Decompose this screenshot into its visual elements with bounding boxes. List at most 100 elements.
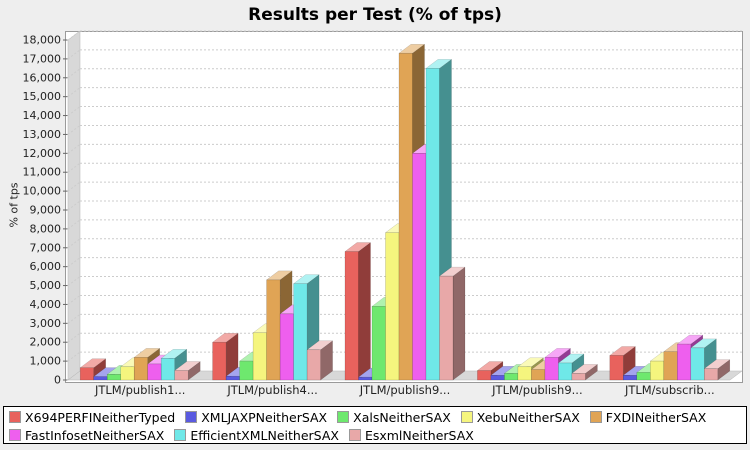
legend-label: X694PERFINeitherTyped	[25, 409, 176, 425]
y-tick-label: 1,000	[30, 355, 62, 368]
legend-label: FastInfosetNeitherSAX	[25, 427, 165, 443]
bar	[385, 232, 400, 381]
y-tick-label: 5,000	[30, 279, 62, 292]
bar	[306, 349, 321, 381]
gridline-wall	[67, 49, 81, 60]
bar	[677, 343, 692, 381]
y-tick-label: 14,000	[23, 109, 62, 122]
bar	[225, 375, 240, 381]
bar	[558, 362, 573, 381]
bar	[160, 358, 175, 381]
gridline-wall	[67, 313, 81, 324]
y-tick-label: 17,000	[23, 52, 62, 65]
legend-label: XebuNeitherSAX	[476, 409, 580, 425]
gridline-wall	[67, 200, 81, 211]
bar	[398, 52, 413, 381]
legend-item-X694PERFINeitherTyped: X694PERFINeitherTyped	[9, 410, 175, 425]
y-tick-label: 13,000	[23, 128, 62, 141]
legend: X694PERFINeitherTyped XMLJAXPNeitherSAX Xa…	[3, 406, 747, 444]
bar	[623, 375, 638, 381]
bar	[663, 351, 678, 381]
legend-label: FXDINeitherSAX	[605, 409, 707, 425]
gridline-wall	[67, 351, 81, 362]
bar	[412, 153, 427, 381]
bar	[571, 373, 586, 381]
bar	[504, 373, 519, 381]
bar	[279, 313, 294, 381]
x-category-label: JTLM/publish9...	[491, 383, 582, 397]
y-tick-label: 6,000	[30, 260, 62, 273]
x-category-label: JTLM/subscrib...	[624, 383, 715, 397]
legend-item-XalsNeitherSAX: XalsNeitherSAX	[337, 410, 451, 425]
gridline-wall	[67, 238, 81, 249]
y-tick-label: 9,000	[30, 204, 62, 217]
gridline-wall	[67, 143, 81, 154]
legend-item-EsxmlNeitherSAX: EsxmlNeitherSAX	[348, 427, 474, 443]
bar	[704, 368, 719, 381]
gridline-wall	[67, 181, 81, 192]
bar	[93, 376, 108, 381]
legend-label: XMLJAXPNeitherSAX	[201, 409, 328, 425]
gridline-wall	[67, 106, 81, 116]
x-category-label: JTLM/publish1...	[94, 383, 185, 397]
y-tick-label: 16,000	[23, 71, 62, 84]
legend-swatch	[185, 411, 198, 423]
legend-swatch	[337, 411, 350, 423]
chart-title: Results per Test (% of tps)	[248, 5, 502, 25]
bar	[531, 369, 546, 381]
gridline-wall	[67, 162, 81, 173]
bar	[212, 341, 227, 381]
y-tick-label: 15,000	[23, 90, 62, 103]
gridline-wall	[67, 295, 81, 305]
bar	[293, 283, 308, 381]
bar	[439, 275, 454, 381]
bar	[371, 306, 386, 381]
bar	[358, 376, 373, 381]
bar	[133, 357, 148, 381]
gridline-wall	[67, 332, 81, 343]
bar	[252, 332, 267, 381]
bar	[690, 347, 705, 381]
y-tick-label: 0	[54, 374, 61, 387]
legend-label: XalsNeitherSAX	[353, 409, 451, 425]
legend-swatch	[589, 411, 602, 423]
gridline-wall	[67, 125, 81, 135]
bar	[239, 360, 254, 381]
bar	[477, 370, 492, 381]
bar	[147, 363, 162, 381]
gridline-wall	[67, 87, 81, 98]
y-tick-label: 4,000	[30, 298, 62, 311]
bar-side	[358, 242, 371, 381]
bar	[490, 375, 505, 381]
legend-label: EsxmlNeitherSAX	[364, 427, 474, 443]
legend-item-XMLJAXPNeitherSAX: XMLJAXPNeitherSAX	[185, 410, 327, 425]
y-tick-label: 10,000	[23, 185, 62, 198]
bar-side	[452, 266, 466, 381]
legend-swatch	[174, 429, 187, 441]
bar	[79, 367, 94, 381]
legend-swatch	[348, 429, 361, 441]
legend-item-XebuNeitherSAX: XebuNeitherSAX	[460, 409, 580, 425]
plot-area: 0 1,000 2,000 3,000 4,000 5,000 6,000 7,000 8,00…	[23, 30, 743, 397]
bar	[344, 251, 359, 381]
legend-swatch	[9, 411, 21, 423]
y-tick-label: 7,000	[30, 241, 62, 254]
y-tick-label: 2,000	[30, 336, 62, 349]
gridline-wall	[67, 68, 81, 79]
legend-row-1: X694PERFINeitherTyped XMLJAXPNeitherSAX Xa…	[6, 408, 744, 426]
gridline-wall	[67, 219, 81, 230]
y-tick-label: 8,000	[30, 222, 62, 235]
bar	[609, 355, 624, 381]
left-wall	[67, 30, 81, 381]
legend-swatch	[460, 411, 473, 423]
x-category-label: JTLM/publish4...	[226, 383, 317, 397]
bar	[636, 372, 651, 381]
y-tick-label: 11,000	[23, 166, 62, 179]
legend-label: EfficientXMLNeitherSAX	[190, 427, 339, 443]
bar	[120, 366, 135, 381]
x-category-label: JTLM/publish9...	[359, 383, 450, 397]
bar	[544, 357, 559, 381]
bar	[517, 366, 532, 381]
bar	[650, 360, 665, 381]
legend-item-EfficientXMLNeitherSAX: EfficientXMLNeitherSAX	[174, 428, 339, 443]
